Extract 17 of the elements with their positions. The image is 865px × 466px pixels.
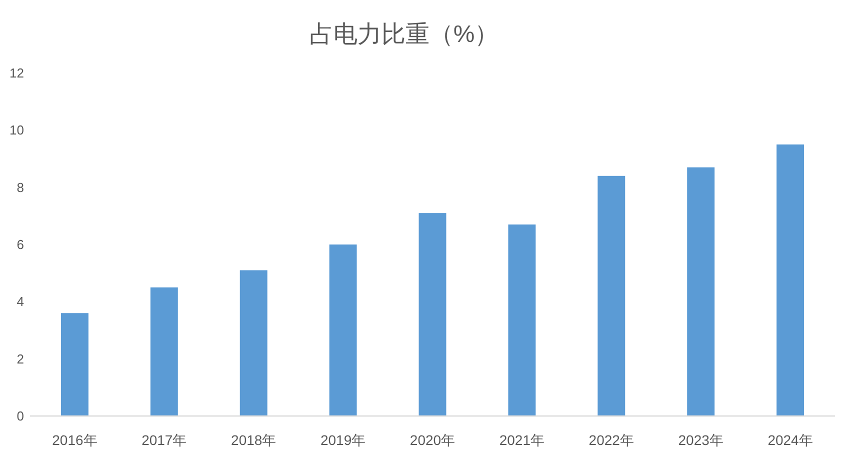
x-tick-label: 2022年: [588, 432, 634, 448]
x-tick-label: 2019年: [320, 432, 366, 448]
x-tick-label: 2017年: [142, 432, 187, 448]
y-tick-label: 8: [16, 180, 24, 195]
x-tick-label: 2020年: [410, 432, 456, 448]
x-tick-label: 2024年: [768, 432, 813, 448]
x-tick-label: 2023年: [678, 432, 724, 448]
y-tick-label: 12: [10, 66, 24, 80]
y-tick-label: 4: [16, 294, 24, 310]
y-tick-label: 10: [10, 122, 24, 138]
y-tick-label: 6: [16, 237, 24, 252]
title: 占电力比重（%）: [309, 21, 499, 48]
y-tick-label: 2: [16, 351, 24, 366]
x-tick-label: 2018年: [231, 432, 276, 448]
y-tick-label: 0: [16, 408, 24, 424]
x-tick-label: 2021年: [499, 432, 545, 448]
x-tick-label: 2016年: [52, 432, 98, 448]
